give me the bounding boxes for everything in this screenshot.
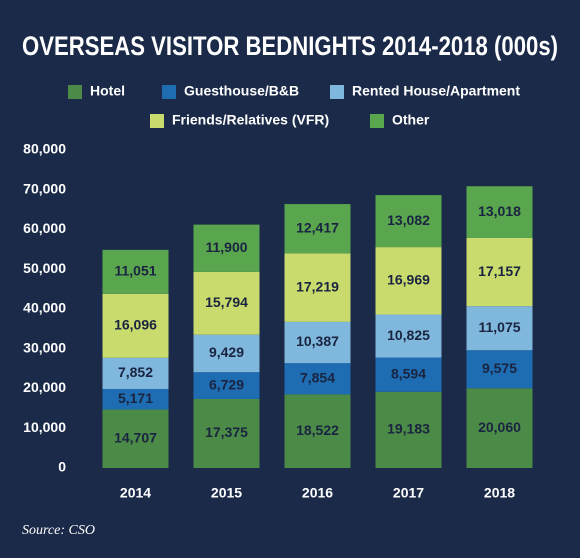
legend-swatch [330,85,344,99]
y-tick-label: 10,000 [23,419,66,435]
y-tick-label: 0 [58,459,66,475]
y-tick-label: 30,000 [23,339,66,355]
bar-segment [375,247,442,315]
value-label: 11,075 [478,319,520,335]
value-label: 8,594 [391,365,426,381]
legend-label: Guesthouse/B&B [184,83,299,99]
value-label: 11,051 [114,263,156,279]
value-label: 12,417 [296,219,339,235]
bar-segment [466,350,533,389]
y-tick-label: 70,000 [23,180,66,196]
bar-segment [375,314,442,358]
bar-segment [193,334,260,373]
value-label: 7,852 [118,364,153,380]
value-label: 18,522 [296,422,339,438]
value-label: 15,794 [205,294,248,310]
bar-segment [102,293,169,358]
legend-swatch [370,114,384,128]
bar-segment [284,394,351,468]
y-tick-label: 40,000 [23,300,66,316]
x-tick-label: 2017 [393,485,424,501]
bar-segment [102,357,169,389]
bar-segment [193,398,260,468]
bar-segment [102,409,169,468]
value-label: 13,082 [387,212,430,228]
value-label: 19,183 [387,421,430,437]
value-label: 17,157 [478,263,521,279]
value-label: 7,854 [300,369,335,385]
y-tick-label: 80,000 [23,141,66,157]
value-label: 10,387 [296,333,339,349]
value-label: 9,575 [482,360,517,376]
value-label: 17,219 [296,278,339,294]
source-note: Source: CSO [22,523,95,538]
legend-label: Other [392,112,430,128]
value-label: 17,375 [205,424,248,440]
bar-segment [466,237,533,307]
y-tick-label: 60,000 [23,220,66,236]
bar-segment [193,372,260,399]
bar-segment [375,357,442,392]
bar-segment [284,253,351,322]
y-tick-label: 20,000 [23,379,66,395]
legend-swatch [150,114,164,128]
value-label: 20,060 [478,419,521,435]
value-label: 10,825 [387,327,430,343]
x-tick-label: 2014 [120,485,151,501]
bar-segment [193,271,260,335]
value-label: 14,707 [114,429,157,445]
bar-segment [466,306,533,351]
bar-segment [375,195,442,248]
bar-segment [284,204,351,254]
value-label: 16,969 [387,272,430,288]
bar-segment [284,363,351,395]
x-tick-label: 2015 [211,485,242,501]
bar-segment [466,186,533,238]
legend-swatch [162,85,176,99]
chart-title: OVERSEAS VISITOR BEDNIGHTS 2014-2018 (00… [22,31,558,61]
bar-segment [466,388,533,468]
legend-label: Rented House/Apartment [352,83,520,99]
bar-segment [102,388,169,410]
y-tick-label: 50,000 [23,260,66,276]
legend-label: Friends/Relatives (VFR) [172,112,329,128]
value-label: 13,018 [478,203,521,219]
value-label: 16,096 [114,316,157,332]
x-tick-label: 2016 [302,485,333,501]
legend-label: Hotel [90,83,125,99]
bar-segment [102,249,169,294]
bar-segment [284,321,351,364]
legend-swatch [68,85,82,99]
bar-segment [193,224,260,272]
value-label: 11,900 [205,239,247,255]
bar-segment [375,391,442,468]
value-label: 5,171 [118,390,153,406]
x-tick-label: 2018 [484,485,515,501]
value-label: 6,729 [209,376,244,392]
value-label: 9,429 [209,344,244,360]
